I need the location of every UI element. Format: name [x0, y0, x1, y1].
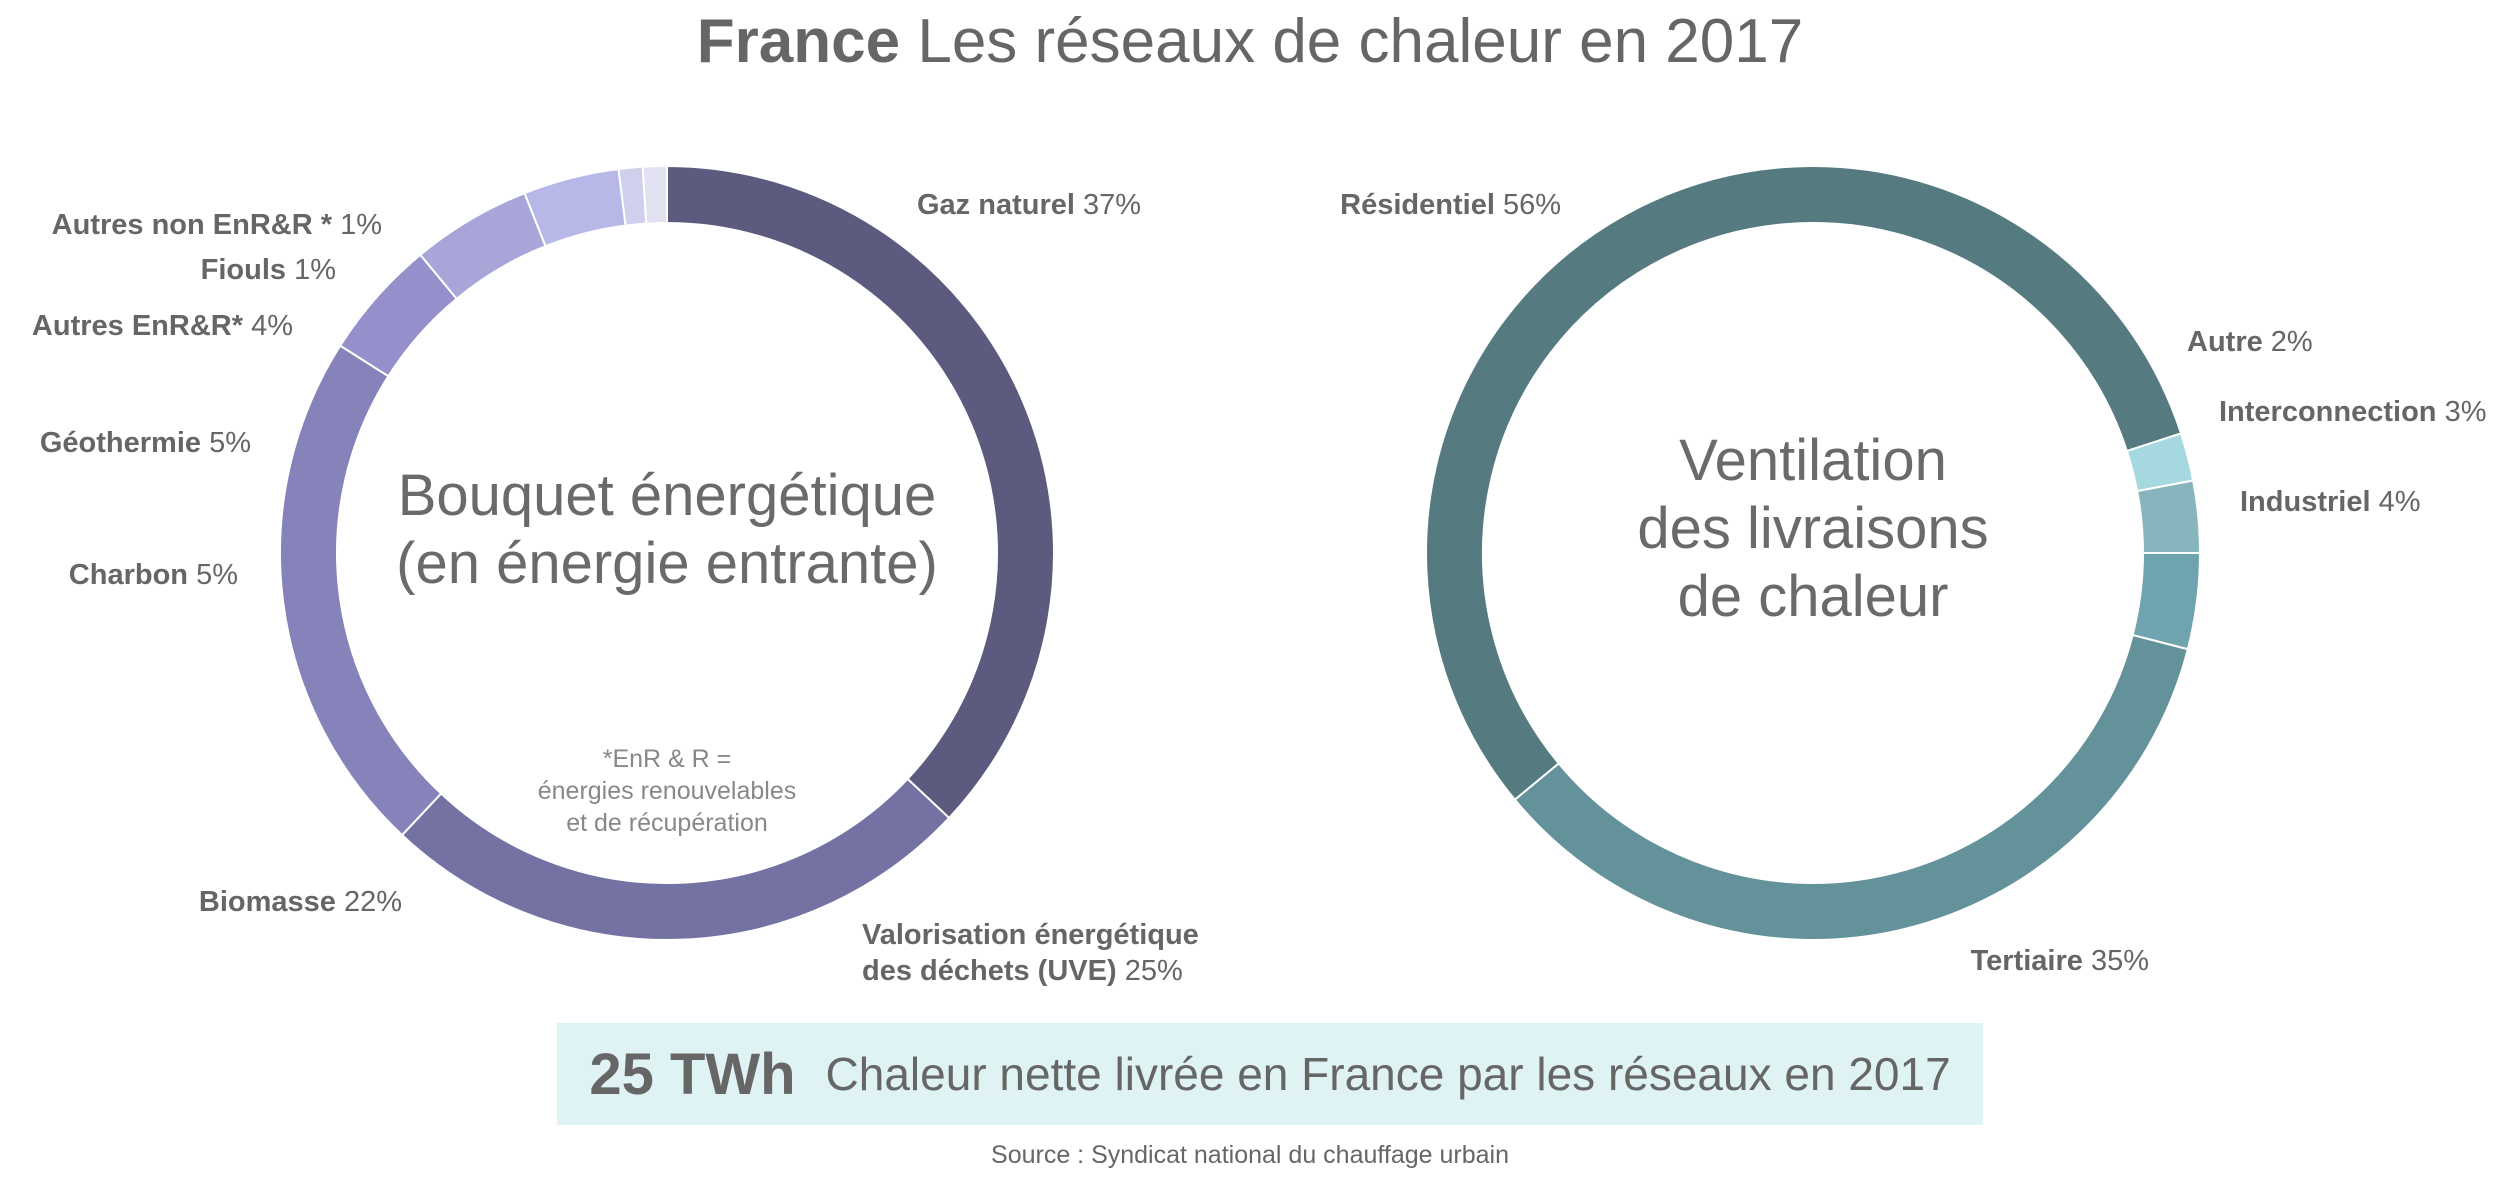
label-gaz-naturel: Gaz naturel 37% [917, 189, 1141, 221]
slice-tertiaire [1513, 633, 2190, 941]
footnote-enr: *EnR & R = énergies renouvelables et de ré… [538, 745, 797, 837]
source-note: Source : Syndicat national du chauffage … [991, 1141, 1509, 1169]
label-autres-non-enr-r: Autres non EnR&R * 1% [52, 209, 382, 241]
label-industriel: Industriel 4% [2240, 486, 2421, 518]
slice-interconnection [2135, 479, 2202, 554]
label-residentiel: Résidentiel 56% [1340, 189, 1561, 221]
summary-value: 25 TWh [589, 1041, 796, 1107]
label-biomasse: Biomasse 22% [199, 886, 402, 918]
title-text: Les réseaux de chaleur en 2017 [917, 7, 1804, 76]
label-fiouls: Fiouls 1% [201, 254, 336, 286]
summary-text: Chaleur nette livrée en France par les r… [825, 1048, 1951, 1100]
donut-center-label: Ventilation des livraisons de chaleur [1637, 428, 1988, 629]
label-charbon: Charbon 5% [69, 559, 238, 591]
slice-residentiel [1425, 165, 2183, 802]
slice-industriel [2131, 552, 2202, 651]
slice-autres-non-enr-r [641, 164, 668, 225]
summary-banner: 25 TWh Chaleur nette livrée en France pa… [557, 1023, 1983, 1125]
label-geothermie: Géothermie 5% [40, 427, 251, 459]
label-interconnection: Interconnection 3% [2219, 396, 2487, 428]
heat-delivery-donut: Industriel 4% Tertiaire 35% Résidentiel 56… [1340, 165, 2487, 977]
label-autres-enr-r: Autres EnR&R* 4% [32, 310, 293, 342]
label-autre: Autre 2% [2187, 326, 2313, 358]
chart-title: France Les réseaux de chaleur en 2017 [0, 6, 2500, 77]
energy-mix-donut: Gaz naturel 37% Valorisation énergétique d… [32, 164, 1199, 987]
donut-center-label: Bouquet énergétique (en énergie entrante) [396, 463, 938, 596]
label-tertiaire: Tertiaire 35% [1971, 945, 2149, 977]
label-valorisation-energetique-des-dechets-uve: Valorisation énergétique des déchets (UVE… [862, 919, 1199, 987]
title-country: France [696, 7, 901, 76]
